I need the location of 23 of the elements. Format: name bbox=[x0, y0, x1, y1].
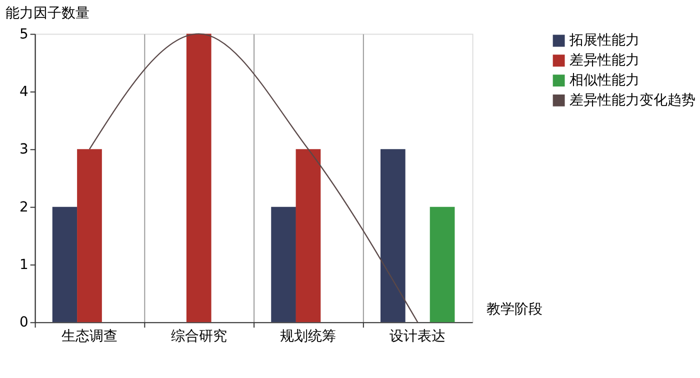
y-tick-label: 3 bbox=[19, 142, 28, 158]
x-tick-label: 生态调查 bbox=[61, 328, 118, 345]
bar bbox=[380, 149, 406, 322]
x-tick-label: 设计表达 bbox=[390, 328, 446, 345]
y-tick-label: 0 bbox=[19, 314, 28, 331]
y-tick-label: 2 bbox=[19, 199, 28, 216]
x-axis-title: 教学阶段 bbox=[486, 302, 542, 318]
x-tick-label: 综合研究 bbox=[170, 328, 227, 345]
x-tick-label: 规划统筹 bbox=[280, 328, 336, 345]
bar bbox=[271, 206, 296, 322]
legend-label: 差异性能力变化趋势 bbox=[570, 92, 696, 108]
bar bbox=[186, 34, 212, 322]
legend-label: 相似性能力 bbox=[570, 72, 640, 89]
legend-label: 拓展性能力 bbox=[568, 32, 640, 49]
y-tick-label: 5 bbox=[19, 26, 28, 42]
y-tick-label: 4 bbox=[19, 84, 28, 100]
bar bbox=[77, 149, 102, 322]
y-tick-label: 1 bbox=[19, 256, 28, 273]
bar bbox=[296, 149, 321, 322]
legend-label: 差异性能力 bbox=[570, 52, 640, 69]
bar bbox=[52, 206, 78, 322]
bar bbox=[430, 206, 455, 322]
y-axis-title: 能力因子数量 bbox=[5, 5, 90, 22]
